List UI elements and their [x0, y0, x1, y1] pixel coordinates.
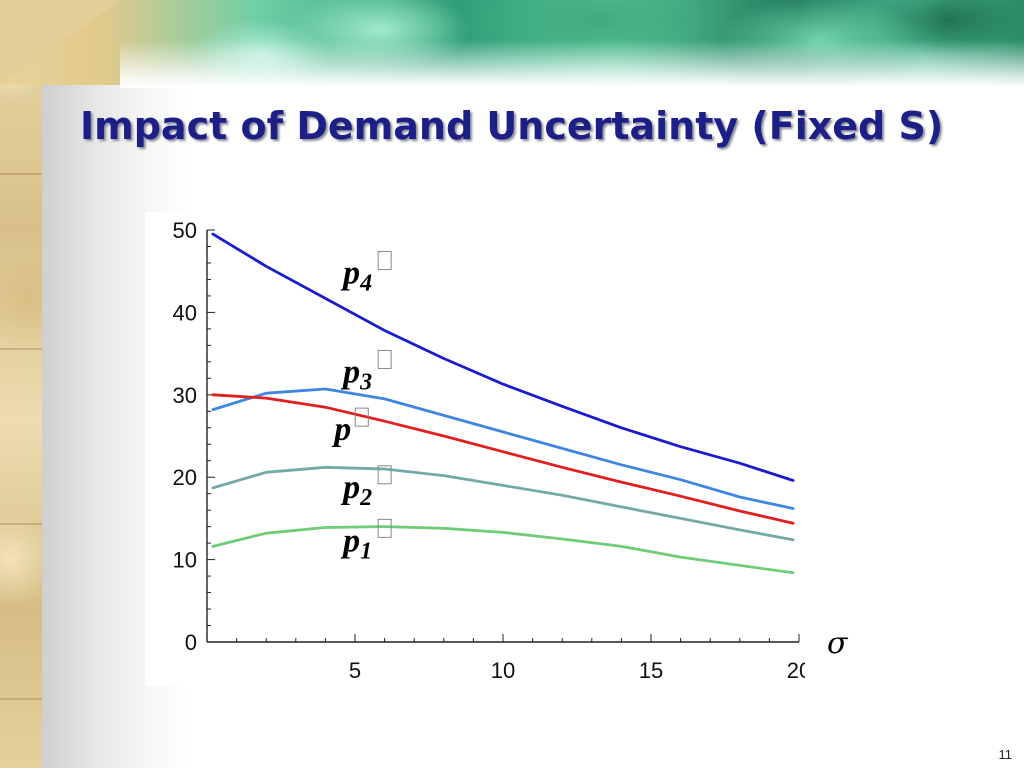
plot-panel [145, 212, 805, 686]
y-tick-label: 30 [173, 383, 197, 408]
banner-corner [0, 0, 120, 85]
curve-label-p4-star: p4 [340, 251, 392, 297]
svg-text:p1: p1 [340, 522, 372, 564]
x-axis-sigma-label: σ [827, 626, 848, 661]
y-tick-label: 20 [173, 465, 197, 490]
x-tick-label: 5 [349, 658, 361, 683]
star-glyph-box [377, 349, 392, 369]
x-tick-label: 20 [787, 658, 805, 683]
left-decorative-strip [0, 0, 42, 768]
star-glyph-box [377, 251, 392, 271]
curve-label-p2-star: p2 [340, 465, 392, 511]
series-line-p4-star [211, 232, 795, 482]
y-tick-label: 0 [185, 630, 197, 655]
banner-fade [120, 40, 1024, 88]
svg-text:p3: p3 [340, 353, 372, 395]
star-glyph-box [377, 518, 392, 538]
series-line-p2-star [211, 465, 795, 542]
series-line-p3-star [211, 387, 795, 510]
series-line-p-star [211, 393, 795, 525]
curve-label-p-star: p [331, 407, 369, 448]
y-tick-label: 10 [173, 548, 197, 573]
star-glyph-box [377, 465, 392, 485]
line-chart: 0 10 20 30 40 50 5 10 15 20 p4 p3 p p2 p1 [173, 218, 805, 683]
x-tick-label: 15 [639, 658, 663, 683]
slide-number: 11 [998, 747, 1013, 762]
series-lines [211, 232, 795, 575]
svg-text:p4: p4 [340, 255, 372, 297]
y-tick-label: 50 [173, 218, 197, 243]
slide-title: Impact of Demand Uncertainty (Fixed S) [80, 104, 944, 148]
x-tick-label: 10 [491, 658, 515, 683]
y-tick-label: 40 [173, 300, 197, 325]
star-glyph-box [354, 407, 369, 427]
axes: 0 10 20 30 40 50 5 10 15 20 [173, 218, 805, 683]
curve-label-p1-star: p1 [340, 518, 392, 564]
svg-text:p: p [331, 411, 351, 448]
curve-label-p3-star: p3 [340, 349, 392, 395]
series-line-p1-star [211, 525, 795, 575]
curve-labels: p4 p3 p p2 p1 [331, 251, 392, 564]
svg-text:p2: p2 [340, 469, 372, 511]
